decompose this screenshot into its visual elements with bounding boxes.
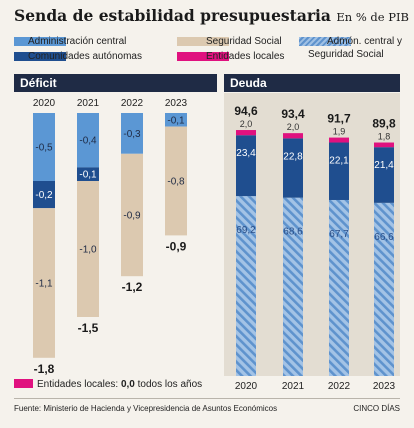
deficit-year-2022: 2022 [121, 98, 144, 109]
deficit-year-2020: 2020 [33, 98, 56, 109]
deficit-bar-administracion-central-2021 [77, 113, 99, 168]
note-prefix: Entidades locales: [37, 379, 121, 390]
deuda-bar-admon-ss-2023 [374, 202, 394, 376]
deficit-label-administracion-central-2023: -0,1 [167, 115, 185, 126]
legend-label-seguridad-social: Seguridad Social [206, 36, 282, 47]
chart-title: Senda de estabilidad presupuestaria En %… [14, 6, 409, 25]
deficit-bar-seguridad-social-2021 [77, 181, 99, 317]
legend-swatch-entidades [177, 52, 229, 61]
deficit-year-2021: 2021 [77, 98, 100, 109]
deuda-chart: 69,223,42,094,6202068,622,82,093,4202167… [224, 93, 400, 392]
deuda-label-admon-ss-2023: 66,6 [374, 232, 394, 243]
deuda-bar-entidades-2021 [283, 133, 303, 139]
source-text: Fuente: Ministerio de Hacienda y Vicepre… [14, 404, 278, 413]
note-swatch [14, 379, 33, 388]
deuda-total-2021: 93,4 [281, 107, 305, 121]
deuda-panel-header: Deuda [224, 74, 400, 92]
deficit-chart: 2020 -0,5 -0,2 -1,1 -1,8 2021 -0,4 -0,1 -1,0 -1,5… [33, 98, 188, 376]
note-value: 0,0 [120, 379, 135, 390]
deuda-bar-entidades-2022 [329, 137, 349, 143]
deuda-bar-admon-ss-2021 [283, 197, 303, 376]
deficit-bar-comunidades-autonomas-2020 [33, 181, 55, 209]
deuda-total-2023: 89,8 [372, 117, 396, 131]
deficit-bar-comunidades-autonomas-2021 [77, 167, 99, 181]
deficit-label-seguridad-social-2022: -0,9 [123, 211, 141, 222]
deuda-label-entidades-2021: 2,0 [287, 122, 300, 132]
deuda-label-entidades-2020: 2,0 [240, 119, 253, 129]
footer-divider [14, 398, 400, 399]
deuda-bar-comunidades-2022 [329, 142, 349, 200]
local-entities-note: Entidades locales: 0,0 todos los años [14, 379, 202, 390]
deficit-label-administracion-central-2022: -0,3 [123, 129, 141, 140]
deuda-label-comunidades-2023: 21,4 [374, 160, 394, 171]
deuda-label-entidades-2023: 1,8 [378, 132, 391, 142]
legend-swatch-admin-central [14, 37, 66, 46]
deuda-label-comunidades-2022: 22,1 [329, 156, 349, 167]
deficit-bar-seguridad-social-2022 [121, 153, 143, 277]
deuda-bar-entidades-2020 [236, 130, 256, 136]
deficit-total-2020: -1,8 [34, 362, 55, 376]
deficit-bar-seguridad-social-2023 [165, 126, 187, 236]
credit-text: CINCO DÍAS [353, 404, 400, 413]
deficit-label-administracion-central-2021: -0,4 [79, 136, 97, 147]
deuda-year-2023: 2023 [373, 381, 396, 392]
deuda-year-2022: 2022 [328, 381, 351, 392]
legend-label-admon-ss-line1: Admón. central y [327, 36, 403, 47]
legend-swatch-seguridad-social [177, 37, 229, 46]
deuda-year-2020: 2020 [235, 381, 258, 392]
title-text: Senda de estabilidad presupuestaria [14, 6, 331, 25]
deuda-label-comunidades-2020: 23,4 [236, 148, 256, 159]
legend-swatch-admon-ss [299, 37, 351, 46]
deficit-bar-administracion-central-2020 [33, 113, 55, 181]
unit-label: En % de PIB [336, 10, 409, 24]
deuda-bar-comunidades-2021 [283, 138, 303, 198]
deuda-bar-entidades-2023 [374, 142, 394, 148]
deuda-label-entidades-2022: 1,9 [333, 127, 346, 137]
deuda-label-comunidades-2021: 22,8 [283, 151, 303, 162]
deficit-label-seguridad-social-2021: -1,0 [79, 245, 97, 256]
deficit-bar-administracion-central-2023 [165, 113, 187, 127]
deuda-label-admon-ss-2021: 68,6 [283, 227, 303, 238]
deficit-total-2023: -0,9 [166, 239, 187, 253]
deuda-label-admon-ss-2022: 67,7 [329, 229, 349, 240]
deuda-total-2022: 91,7 [327, 112, 351, 126]
deuda-bar-comunidades-2020 [236, 135, 256, 197]
deficit-label-seguridad-social-2023: -0,8 [167, 177, 185, 188]
deuda-bar-comunidades-2023 [374, 147, 394, 203]
deficit-label-seguridad-social-2020: -1,1 [35, 279, 53, 290]
legend-label-comunidades: Comunidades autónomas [28, 51, 142, 62]
deuda-total-2020: 94,6 [234, 104, 258, 118]
deficit-label-comunidades-autonomas-2021: -0,1 [79, 170, 97, 181]
deficit-label-administracion-central-2020: -0,5 [35, 143, 53, 154]
deficit-bar-seguridad-social-2020 [33, 208, 55, 358]
legend-swatch-comunidades [14, 52, 66, 61]
deficit-bar-administracion-central-2022 [121, 113, 143, 154]
note-suffix: todos los años [134, 379, 203, 390]
deficit-total-2022: -1,2 [122, 280, 143, 294]
deficit-panel-header: Déficit [14, 74, 217, 92]
deficit-label-comunidades-autonomas-2020: -0,2 [35, 190, 53, 201]
legend-label-entidades: Entidades locales [206, 51, 285, 62]
deficit-total-2021: -1,5 [78, 321, 99, 335]
deuda-label-admon-ss-2020: 69,2 [236, 225, 256, 236]
deficit-year-2023: 2023 [165, 98, 188, 109]
legend-label-admin-central: Administración central [28, 36, 127, 47]
deuda-year-2021: 2021 [282, 381, 305, 392]
legend-label-admon-ss-line2: Seguridad Social [308, 49, 384, 60]
deuda-bar-admon-ss-2020 [236, 196, 256, 376]
deuda-bar-admon-ss-2022 [329, 199, 349, 376]
